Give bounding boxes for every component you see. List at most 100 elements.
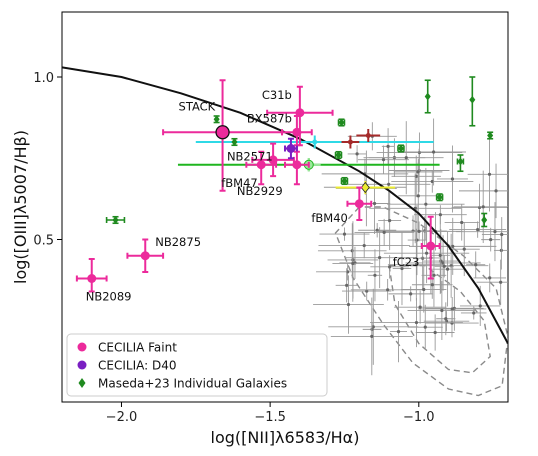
legend-marker [77,360,87,370]
comparison-point [416,170,420,174]
marker [338,118,345,127]
comparison-point [414,320,419,325]
marker [469,95,476,104]
comparison-point [438,253,442,257]
marker [481,216,488,224]
comparison-point [442,264,446,268]
legend-label: CECILIA Faint [98,341,177,355]
comparison-galaxy [415,314,455,351]
marker [268,155,278,165]
comparison-point [381,158,386,162]
marker [292,160,302,170]
data-point [162,79,284,192]
comparison-point [494,189,498,193]
data-point [469,76,476,127]
comparison-galaxy [449,221,507,238]
data-point [334,150,343,160]
point-label: C31b [262,88,292,102]
comparison-galaxy [381,128,395,165]
comparison-point [372,201,377,206]
y-axis-label: log([OIII]λ5007/Hβ) [11,130,30,284]
comparison-point [404,156,408,160]
data-point [284,144,310,186]
data-point [213,115,220,124]
marker [365,133,371,138]
marker [335,151,342,159]
comparison-galaxy [411,270,453,299]
data-point [340,176,349,186]
comparison-galaxy [378,191,402,251]
data-point [337,118,346,127]
comparison-galaxy [423,311,470,332]
comparison-galaxy [347,146,431,223]
comparison-galaxy [456,202,508,262]
point-label: NB2929 [237,184,283,198]
data-point [231,137,238,147]
comparison-galaxy [345,227,415,289]
marker [457,157,464,166]
comparison-point [387,182,391,186]
x-axis-label: log([NII]λ6583/Hα) [211,428,360,447]
comparison-galaxy [429,231,466,307]
comparison-galaxy [458,163,508,219]
comparison-galaxy [407,281,477,341]
data-point [397,144,405,153]
comparison-galaxy [430,216,450,295]
comparison-point [382,230,386,235]
comparison-point [451,244,455,248]
comparison-galaxy [387,167,465,241]
comparison-galaxy [319,227,370,241]
comparison-point [342,232,347,236]
legend-box [66,333,328,397]
comparison-point [462,247,466,251]
comparison-galaxy [370,298,463,348]
comparison-galaxy [392,231,412,306]
comparison-galaxy [354,218,414,246]
comparison-galaxy [342,281,392,301]
comparison-point [481,205,485,209]
marker [112,216,119,224]
comparison-galaxy [418,297,487,321]
comparison-galaxy [318,232,410,259]
comparison-point [450,321,454,325]
marker [360,181,370,194]
comparison-galaxy [436,302,456,336]
marker [397,144,404,153]
y-axis-ticks: 0.5 1.0 [33,71,62,249]
kauffmann-curve [62,66,508,344]
comparison-galaxy [375,221,463,242]
point-label: STACK [179,99,216,113]
comparison-galaxy [481,217,508,252]
comparison-galaxy [401,118,466,186]
comparison-galaxy [421,243,447,307]
comparison-point [430,283,434,287]
point-label: NB2571 [227,150,273,164]
marker [341,177,348,185]
legend: CECILIA Faint CECILIA: D40 Maseda+23 Indiv… [66,333,328,397]
comparison-point [365,289,369,293]
point-label: BX587b [247,111,292,125]
comparison-galaxy [466,251,486,279]
comparison-galaxy [388,286,433,302]
marker [140,251,150,261]
marker [354,199,364,209]
comparison-point [418,305,422,309]
comparison-point [388,265,392,269]
comparison-point [440,308,444,313]
data-point [487,131,494,140]
marker [256,160,266,170]
data-point [245,150,278,186]
comparison-point [423,325,427,329]
point-label: NB2875 [155,235,201,249]
comparison-point [499,280,503,284]
comparison-point [445,267,450,271]
comparison-point [417,150,422,155]
data-point [346,186,373,221]
marker [347,139,353,145]
comparison-galaxy [316,263,380,281]
comparison-point [477,205,482,210]
x-axis-ticks: −2.0 −1.5 −1.0 [106,402,435,425]
legend-marker [77,342,87,352]
